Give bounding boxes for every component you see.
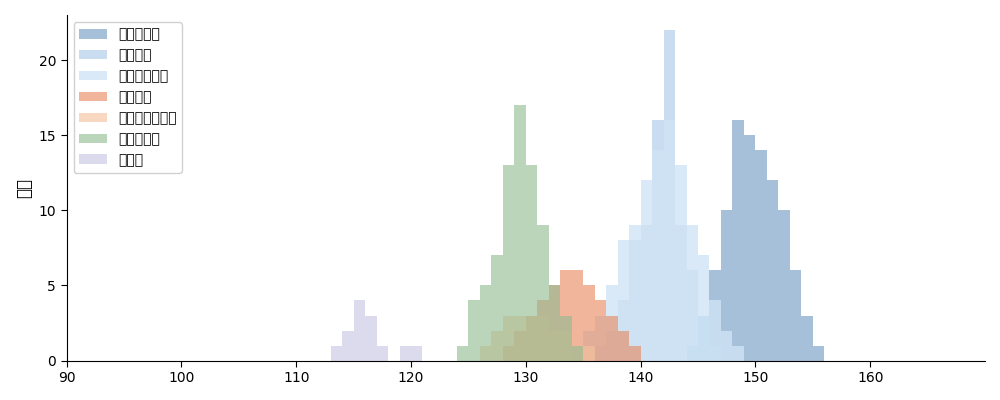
Bar	[457, 346, 468, 360]
Bar	[652, 120, 664, 360]
Bar	[687, 346, 698, 360]
Bar	[664, 120, 675, 360]
Bar	[595, 300, 606, 360]
Bar	[583, 330, 595, 360]
Bar	[641, 180, 652, 360]
Bar	[560, 330, 572, 360]
Bar	[572, 270, 583, 360]
Bar	[354, 300, 365, 360]
Bar	[526, 165, 537, 360]
Bar	[377, 346, 388, 360]
Y-axis label: 球数: 球数	[15, 178, 33, 198]
Bar	[606, 316, 618, 360]
Legend: ストレート, シュート, カットボール, フォーク, チェンジアップ, スライダー, カーブ: ストレート, シュート, カットボール, フォーク, チェンジアップ, スライダ…	[74, 22, 182, 173]
Bar	[732, 346, 744, 360]
Bar	[526, 316, 537, 360]
Bar	[331, 346, 342, 360]
Bar	[778, 210, 790, 360]
Bar	[698, 256, 709, 360]
Bar	[503, 316, 514, 360]
Bar	[790, 270, 801, 360]
Bar	[709, 346, 721, 360]
Bar	[652, 150, 664, 360]
Bar	[698, 316, 709, 360]
Bar	[514, 105, 526, 360]
Bar	[583, 286, 595, 360]
Bar	[468, 300, 480, 360]
Bar	[572, 346, 583, 360]
Bar	[583, 346, 595, 360]
Bar	[560, 316, 572, 360]
Bar	[595, 346, 606, 360]
Bar	[721, 330, 732, 360]
Bar	[687, 270, 698, 360]
Bar	[503, 165, 514, 360]
Bar	[813, 346, 824, 360]
Bar	[698, 316, 709, 360]
Bar	[480, 346, 491, 360]
Bar	[514, 316, 526, 360]
Bar	[801, 316, 813, 360]
Bar	[732, 120, 744, 360]
Bar	[400, 346, 411, 360]
Bar	[618, 300, 629, 360]
Bar	[595, 316, 606, 360]
Bar	[606, 286, 618, 360]
Bar	[491, 330, 503, 360]
Bar	[560, 270, 572, 360]
Bar	[629, 346, 641, 360]
Bar	[537, 316, 549, 360]
Bar	[721, 210, 732, 360]
Bar	[480, 286, 491, 360]
Bar	[549, 286, 560, 360]
Bar	[709, 300, 721, 360]
Bar	[411, 346, 422, 360]
Bar	[767, 180, 778, 360]
Bar	[618, 330, 629, 360]
Bar	[709, 270, 721, 360]
Bar	[526, 316, 537, 360]
Bar	[629, 225, 641, 360]
Bar	[365, 316, 377, 360]
Bar	[491, 256, 503, 360]
Bar	[755, 150, 767, 360]
Bar	[549, 286, 560, 360]
Bar	[572, 346, 583, 360]
Bar	[537, 225, 549, 360]
Bar	[342, 330, 354, 360]
Bar	[549, 330, 560, 360]
Bar	[675, 225, 687, 360]
Bar	[687, 225, 698, 360]
Bar	[744, 135, 755, 360]
Bar	[514, 330, 526, 360]
Bar	[675, 165, 687, 360]
Bar	[664, 30, 675, 360]
Bar	[572, 346, 583, 360]
Bar	[629, 240, 641, 360]
Bar	[606, 330, 618, 360]
Bar	[641, 225, 652, 360]
Bar	[537, 300, 549, 360]
Bar	[618, 240, 629, 360]
Bar	[503, 346, 514, 360]
